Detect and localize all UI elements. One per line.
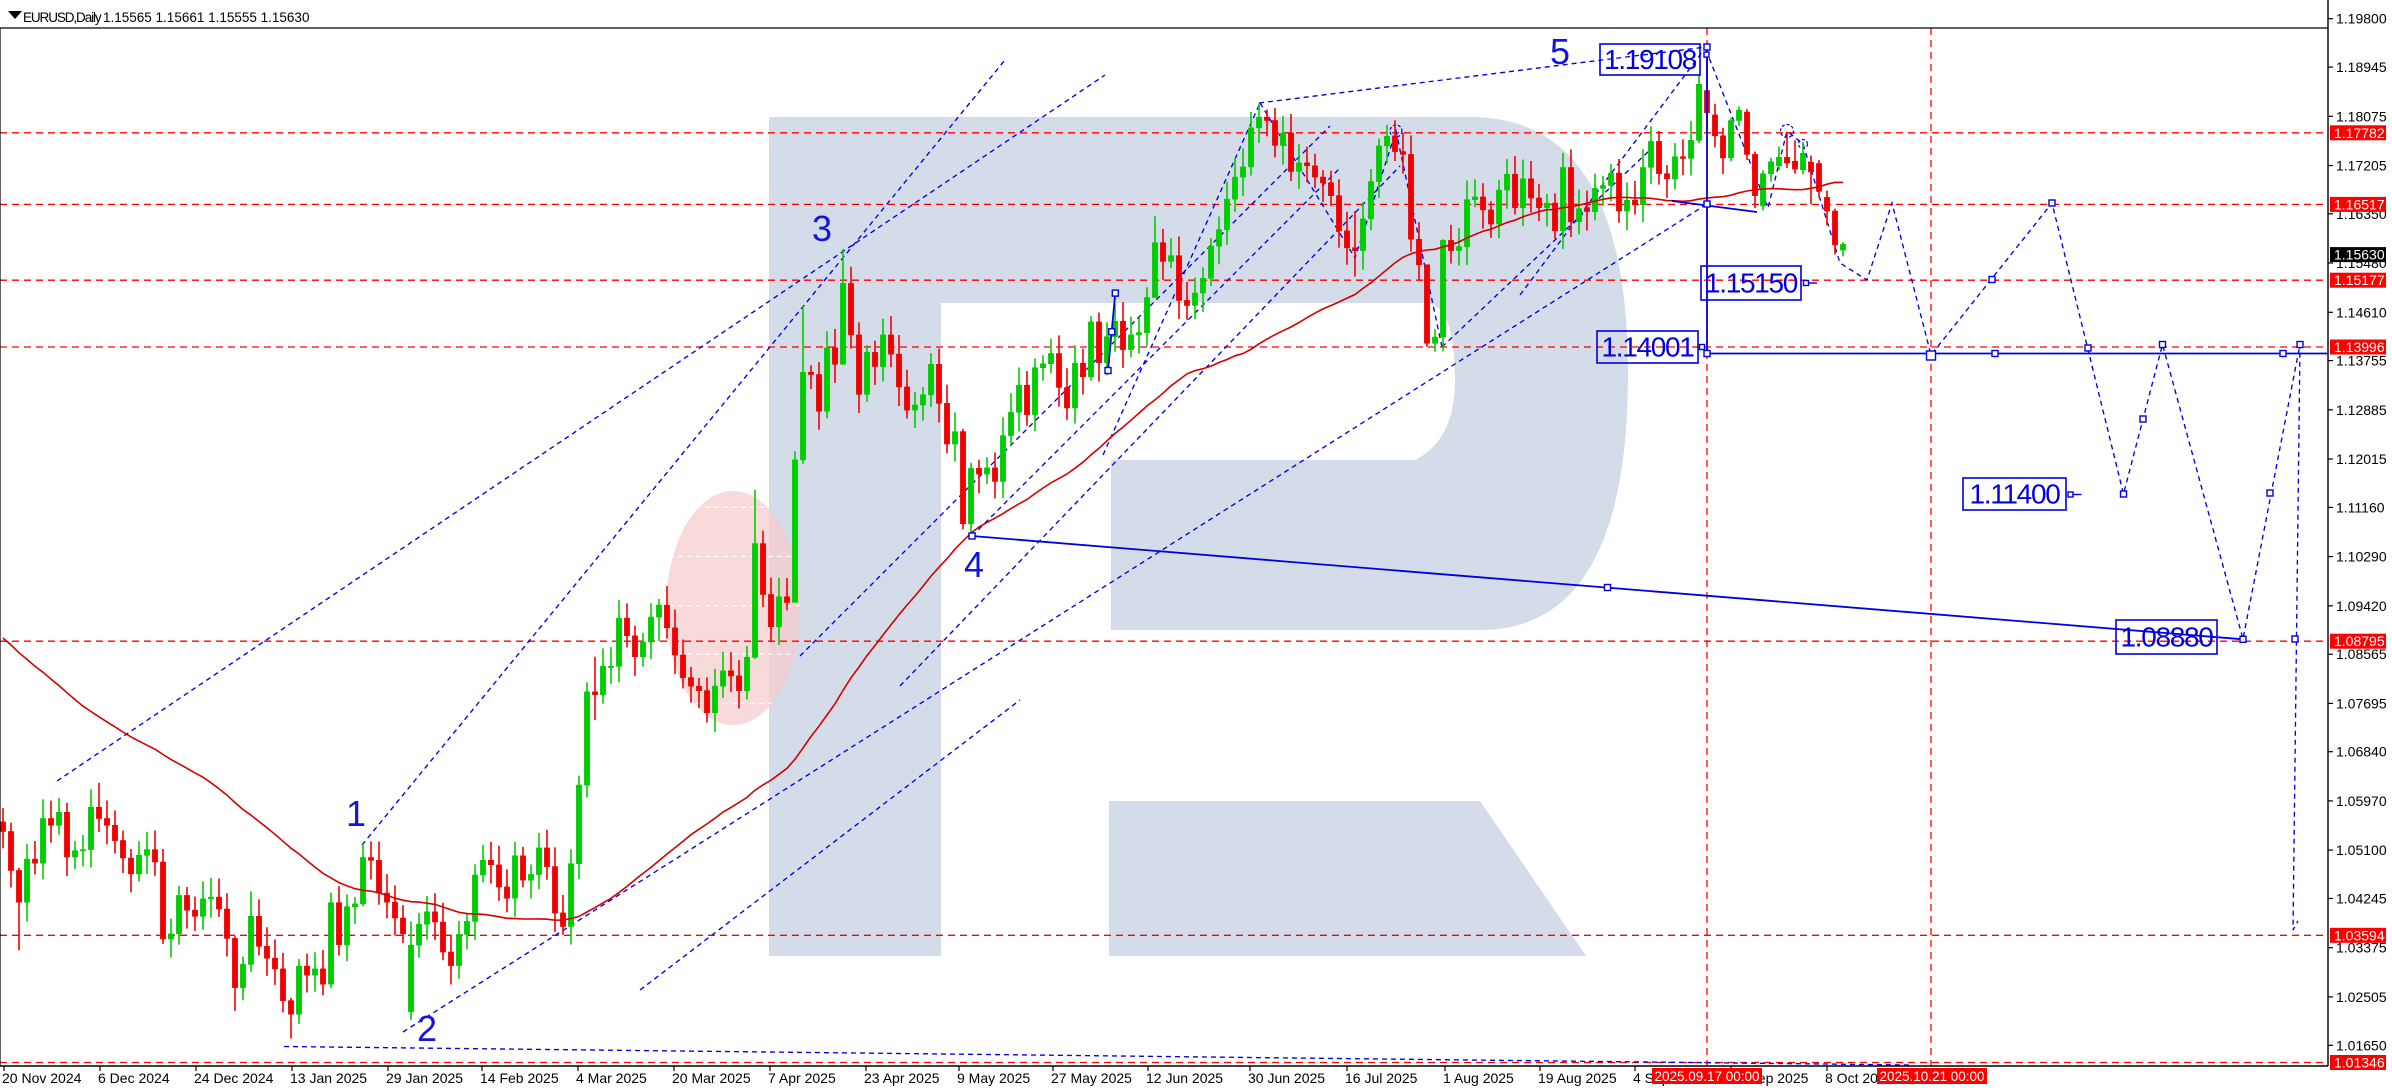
svg-text:1.03594: 1.03594 [2334,927,2385,943]
svg-text:20 Nov 2024: 20 Nov 2024 [2,1070,82,1086]
svg-text:1.05100: 1.05100 [2336,842,2387,858]
svg-text:23 Apr 2025: 23 Apr 2025 [864,1070,940,1086]
svg-text:6 Dec 2024: 6 Dec 2024 [98,1070,170,1086]
svg-text:1.19800: 1.19800 [2336,11,2387,27]
svg-text:19 Aug 2025: 19 Aug 2025 [1538,1070,1617,1086]
svg-text:1.11160: 1.11160 [2336,499,2385,515]
svg-text:1.14001: 1.14001 [1601,332,1694,363]
svg-text:7 Apr 2025: 7 Apr 2025 [768,1070,836,1086]
svg-text:1.13755: 1.13755 [2336,353,2387,369]
svg-text:29 Jan 2025: 29 Jan 2025 [386,1070,463,1086]
svg-text:24 Dec 2024: 24 Dec 2024 [194,1070,274,1086]
svg-text:16 Jul 2025: 16 Jul 2025 [1345,1070,1418,1086]
svg-text:5: 5 [1550,31,1570,72]
svg-text:1.17205: 1.17205 [2336,158,2387,174]
svg-text:1.08565: 1.08565 [2336,646,2387,662]
svg-text:20 Mar 2025: 20 Mar 2025 [672,1070,751,1086]
svg-text:3: 3 [812,208,832,249]
svg-text:8 Oct 2025: 8 Oct 2025 [1825,1070,1894,1086]
svg-text:1.12885: 1.12885 [2336,402,2387,418]
svg-text:1.03375: 1.03375 [2336,940,2387,956]
svg-text:30 Jun 2025: 30 Jun 2025 [1248,1070,1325,1086]
svg-text:1.05970: 1.05970 [2336,793,2387,809]
svg-text:14 Feb 2025: 14 Feb 2025 [480,1070,559,1086]
svg-text:27 May 2025: 27 May 2025 [1051,1070,1132,1086]
svg-text:1.16517: 1.16517 [2334,196,2385,212]
svg-text:1.15630: 1.15630 [2334,247,2385,263]
svg-text:1.13996: 1.13996 [2334,339,2385,355]
svg-text:1.10290: 1.10290 [2336,549,2387,565]
svg-text:1: 1 [346,793,366,834]
svg-text:1.17782: 1.17782 [2334,125,2385,141]
svg-text:12 Jun 2025: 12 Jun 2025 [1146,1070,1223,1086]
svg-text:1.11400: 1.11400 [1969,479,2060,510]
svg-text:1.18075: 1.18075 [2336,108,2387,124]
svg-text:1 Aug 2025: 1 Aug 2025 [1443,1070,1514,1086]
svg-text:1.14610: 1.14610 [2336,304,2387,320]
svg-text:1.09420: 1.09420 [2336,598,2387,614]
svg-text:4 Mar 2025: 4 Mar 2025 [576,1070,647,1086]
svg-text:1.18945: 1.18945 [2336,59,2387,75]
svg-text:1.02505: 1.02505 [2336,989,2387,1005]
svg-text:1.15565 1.15661 1.15555 1.1563: 1.15565 1.15661 1.15555 1.15630 [103,10,309,25]
svg-text:1.01346: 1.01346 [2334,1055,2385,1071]
svg-text:1.08880: 1.08880 [2120,622,2213,653]
svg-text:1.07695: 1.07695 [2336,695,2387,711]
svg-text:1.15177: 1.15177 [2334,272,2385,288]
svg-text:13 Jan 2025: 13 Jan 2025 [290,1070,367,1086]
svg-text:1.19108: 1.19108 [1604,44,1697,75]
svg-text:1.06840: 1.06840 [2336,744,2387,760]
svg-text:EURUSD,Daily: EURUSD,Daily [23,10,102,25]
svg-text:1.08795: 1.08795 [2334,633,2385,649]
svg-text:1.15150: 1.15150 [1705,268,1798,299]
svg-text:1.04245: 1.04245 [2336,891,2387,907]
svg-text:2025.09.17 00:00: 2025.09.17 00:00 [1654,1069,1759,1084]
svg-text:2: 2 [417,1008,437,1049]
svg-text:9 May 2025: 9 May 2025 [957,1070,1030,1086]
svg-text:1.12015: 1.12015 [2336,451,2387,467]
svg-text:2025.10.21 00:00: 2025.10.21 00:00 [1879,1069,1984,1084]
svg-text:1.01650: 1.01650 [2336,1037,2387,1053]
svg-text:4: 4 [964,544,984,585]
